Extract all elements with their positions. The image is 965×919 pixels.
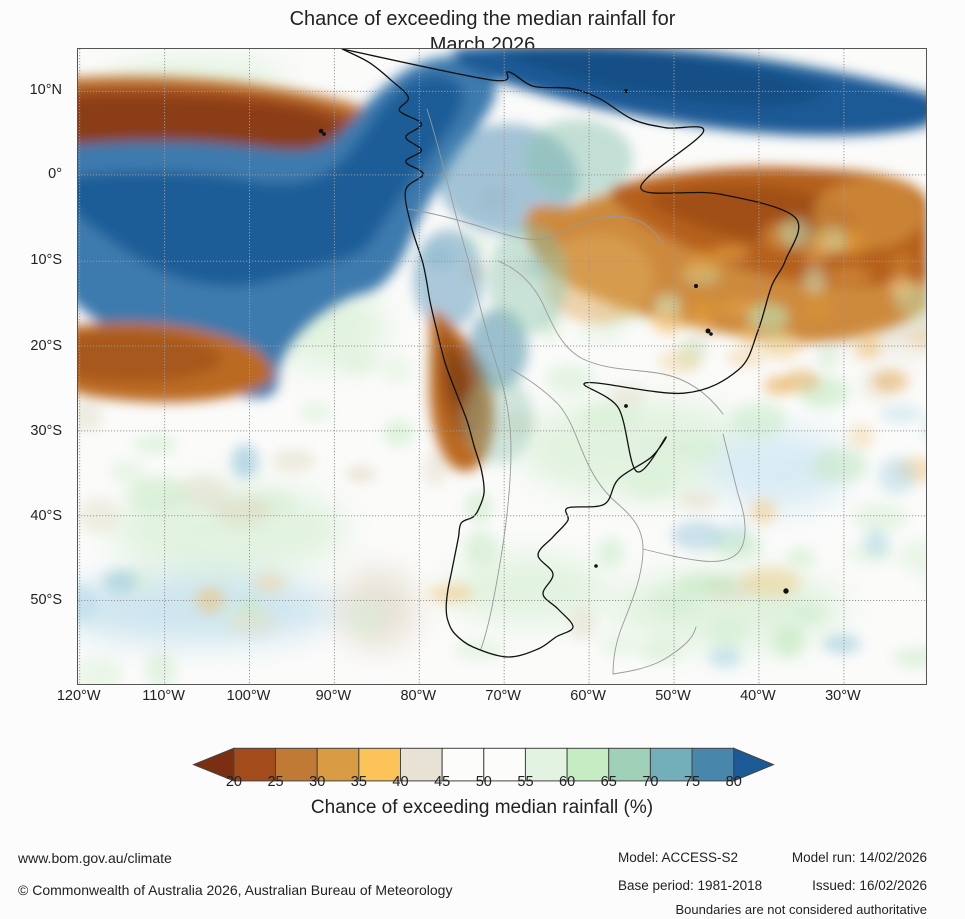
- svg-text:25: 25: [267, 774, 283, 790]
- svg-text:30: 30: [309, 774, 325, 790]
- svg-text:55: 55: [517, 774, 533, 790]
- svg-text:45: 45: [434, 774, 450, 790]
- svg-text:20: 20: [226, 774, 242, 790]
- svg-text:35: 35: [351, 774, 367, 790]
- svg-text:65: 65: [601, 774, 617, 790]
- svg-text:70: 70: [642, 774, 658, 790]
- svg-text:60: 60: [559, 774, 575, 790]
- svg-text:80: 80: [726, 774, 742, 790]
- svg-text:50: 50: [476, 774, 492, 790]
- svg-text:40: 40: [392, 774, 408, 790]
- svg-text:75: 75: [684, 774, 700, 790]
- svg-text:Chance of exceeding median rai: Chance of exceeding median rainfall (%): [311, 797, 653, 818]
